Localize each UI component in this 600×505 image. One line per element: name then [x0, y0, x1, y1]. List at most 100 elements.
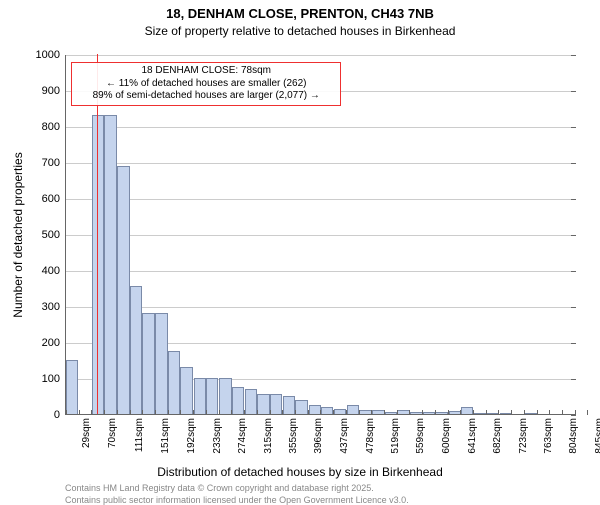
x-tick-mark: [193, 410, 194, 415]
x-tick-mark: [142, 410, 143, 415]
x-tick-mark: [359, 410, 360, 415]
x-tick-mark: [206, 410, 207, 415]
y-tick-mark: [571, 235, 576, 236]
y-tick-label: 900: [42, 85, 66, 97]
histogram-bar: [461, 407, 473, 414]
x-tick-mark: [320, 410, 321, 415]
x-tick-mark: [435, 410, 436, 415]
histogram-bar: [321, 407, 333, 414]
y-tick-mark: [571, 307, 576, 308]
x-tick-mark: [562, 410, 563, 415]
histogram-bar: [194, 378, 206, 414]
x-tick-label: 396sqm: [313, 418, 324, 454]
annotation-line: 18 DENHAM CLOSE: 78sqm: [76, 65, 336, 78]
x-tick-label: 600sqm: [441, 418, 452, 454]
y-tick-mark: [571, 91, 576, 92]
y-tick-label: 500: [42, 229, 66, 241]
x-tick-mark: [511, 410, 512, 415]
x-tick-label: 723sqm: [518, 418, 529, 454]
histogram-bar: [66, 360, 78, 414]
x-tick-mark: [524, 410, 525, 415]
histogram-bar: [155, 313, 167, 414]
histogram-bar: [423, 412, 435, 414]
histogram-bar: [232, 387, 244, 414]
histogram-bar: [309, 405, 321, 414]
histogram-bar: [104, 115, 116, 414]
histogram-bar: [487, 413, 499, 414]
x-tick-mark: [384, 410, 385, 415]
x-tick-mark: [486, 410, 487, 415]
histogram-bar: [219, 378, 231, 414]
x-tick-mark: [473, 410, 474, 415]
histogram-bar: [180, 367, 192, 414]
y-tick-mark: [571, 379, 576, 380]
x-tick-mark: [460, 410, 461, 415]
y-tick-mark: [571, 415, 576, 416]
x-tick-mark: [104, 410, 105, 415]
histogram-bar: [130, 286, 142, 414]
y-tick-mark: [571, 163, 576, 164]
y-tick-label: 0: [54, 409, 66, 421]
histogram-bar: [525, 413, 537, 414]
x-tick-mark: [117, 410, 118, 415]
plot-area: 0100200300400500600700800900100029sqm70s…: [65, 55, 575, 415]
histogram-bar: [270, 394, 282, 414]
x-tick-mark: [549, 410, 550, 415]
histogram-bar: [257, 394, 269, 414]
x-tick-mark: [587, 410, 588, 415]
y-tick-mark: [571, 55, 576, 56]
x-tick-label: 845sqm: [594, 418, 600, 454]
y-tick-label: 100: [42, 373, 66, 385]
x-tick-mark: [371, 410, 372, 415]
x-tick-label: 111sqm: [134, 418, 145, 452]
x-axis-label: Distribution of detached houses by size …: [0, 465, 600, 479]
x-tick-mark: [66, 410, 67, 415]
histogram-bar: [117, 166, 129, 414]
y-tick-label: 1000: [36, 49, 66, 61]
gridline: [66, 271, 575, 272]
x-tick-mark: [79, 410, 80, 415]
x-tick-label: 559sqm: [415, 418, 426, 454]
histogram-bar: [283, 396, 295, 414]
y-tick-label: 700: [42, 157, 66, 169]
annotation-line: 89% of semi-detached houses are larger (…: [76, 90, 336, 103]
histogram-bar: [474, 413, 486, 414]
x-tick-mark: [270, 410, 271, 415]
x-tick-label: 478sqm: [364, 418, 375, 454]
x-tick-label: 274sqm: [237, 418, 248, 454]
x-tick-label: 233sqm: [211, 418, 222, 454]
x-tick-mark: [575, 410, 576, 415]
x-tick-mark: [155, 410, 156, 415]
histogram-bar: [410, 412, 422, 414]
x-tick-label: 315sqm: [263, 418, 274, 454]
y-tick-label: 800: [42, 121, 66, 133]
y-tick-mark: [571, 343, 576, 344]
y-tick-label: 600: [42, 193, 66, 205]
x-tick-mark: [422, 410, 423, 415]
x-tick-label: 641sqm: [466, 418, 477, 454]
x-tick-mark: [537, 410, 538, 415]
x-tick-label: 70sqm: [107, 418, 118, 448]
histogram-bar: [206, 378, 218, 414]
x-tick-mark: [333, 410, 334, 415]
histogram-bar: [168, 351, 180, 414]
y-tick-mark: [571, 127, 576, 128]
gridline: [66, 127, 575, 128]
y-tick-label: 400: [42, 265, 66, 277]
chart-title-subtitle: Size of property relative to detached ho…: [0, 24, 600, 38]
x-tick-label: 355sqm: [288, 418, 299, 454]
chart-title-address: 18, DENHAM CLOSE, PRENTON, CH43 7NB: [0, 6, 600, 21]
x-tick-mark: [231, 410, 232, 415]
highlight-line: [97, 54, 99, 414]
y-tick-label: 200: [42, 337, 66, 349]
x-tick-label: 804sqm: [568, 418, 579, 454]
x-tick-label: 519sqm: [390, 418, 401, 454]
x-tick-mark: [498, 410, 499, 415]
gridline: [66, 235, 575, 236]
histogram-bar: [142, 313, 154, 414]
x-tick-mark: [219, 410, 220, 415]
annotation-line: ← 11% of detached houses are smaller (26…: [76, 78, 336, 91]
x-tick-mark: [448, 410, 449, 415]
histogram-bar: [347, 405, 359, 414]
x-tick-mark: [346, 410, 347, 415]
